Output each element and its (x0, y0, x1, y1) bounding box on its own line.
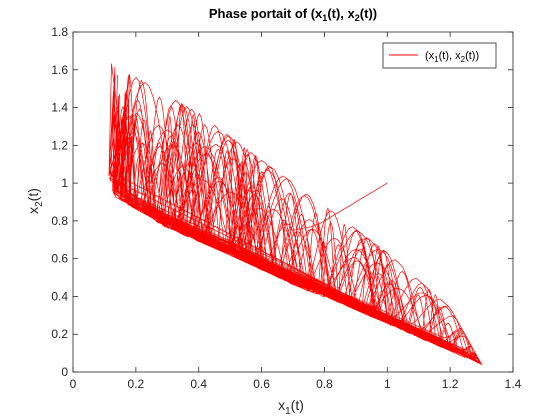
y-tick-label: 0.8 (51, 214, 68, 228)
axes-box (72, 31, 514, 373)
y-axis-label-rest: (t) (25, 188, 41, 201)
data-layer (108, 63, 483, 366)
y-tick-label: 0.2 (51, 327, 68, 341)
y-tick-label: 1.6 (51, 63, 68, 77)
title-subscript-1: 1 (322, 13, 327, 23)
legend-label-c: (t)) (465, 50, 479, 62)
trajectory-transient (292, 182, 388, 231)
title-subscript-2: 2 (355, 13, 360, 23)
y-tick-label: 0 (61, 365, 68, 379)
trajectory-chaotic-arcs (108, 74, 483, 366)
legend-label-sub1: 1 (434, 55, 439, 64)
y-tick-label: 0.4 (51, 289, 68, 303)
y-tick-label: 1 (61, 176, 68, 190)
x-axis-label-rest: (t) (291, 397, 304, 413)
x-axis-label-subscript: 1 (285, 406, 291, 417)
y-axis-ticks: 0 0.2 0.4 0.6 0.8 1 1.2 1.4 1.6 1.8 (51, 25, 513, 379)
x-tick-label: 1 (384, 377, 391, 391)
legend: (x1(t), x2(t)) (382, 42, 497, 69)
y-axis-label-subscript: 2 (34, 201, 45, 207)
title-suffix: (t)) (360, 6, 377, 21)
x-tick-label: 0.2 (128, 377, 145, 391)
y-tick-label: 0.6 (51, 252, 68, 266)
y-tick-label: 1.8 (51, 25, 68, 39)
y-tick-label: 1.4 (51, 101, 68, 115)
title-middle: (t), x (327, 6, 355, 21)
legend-label-sub2: 2 (461, 55, 466, 64)
trajectory-lower-band (137, 206, 479, 364)
legend-label-a: (x (425, 50, 435, 62)
chart-title: Phase portait of (x1(t), x2(t)) (209, 6, 377, 23)
x-tick-label: 1.2 (442, 377, 459, 391)
x-tick-label: 0.8 (316, 377, 333, 391)
x-tick-label: 0.6 (253, 377, 270, 391)
y-axis-label: x2(t) (25, 188, 45, 214)
legend-label-b: (t), x (439, 50, 461, 62)
y-axis-label-main: x (25, 207, 41, 214)
x-tick-label: 0 (70, 377, 77, 391)
x-axis-label: x1(t) (278, 397, 304, 417)
title-prefix: Phase portait of (x (209, 6, 323, 21)
y-tick-label: 1.2 (51, 138, 68, 152)
trajectory-left-spikes (108, 63, 135, 206)
x-tick-label: 0.4 (190, 377, 207, 391)
x-axis-ticks: 0 0.2 0.4 0.6 0.8 1 1.2 1.4 (70, 32, 522, 391)
x-axis-label-main: x (278, 397, 285, 413)
x-tick-label: 1.4 (505, 377, 522, 391)
legend-label: (x1(t), x2(t)) (425, 50, 479, 64)
